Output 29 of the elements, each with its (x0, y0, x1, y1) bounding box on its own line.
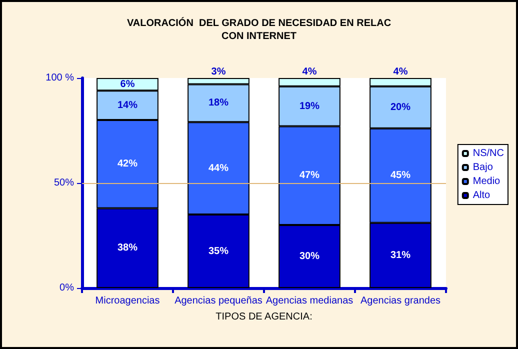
data-label: 18% (208, 98, 229, 109)
legend-label: Medio (472, 176, 501, 187)
data-label: 4% (302, 66, 317, 78)
data-label: 20% (390, 102, 411, 113)
data-label: 19% (299, 100, 320, 112)
data-label: 47% (299, 170, 320, 182)
x-axis-title: TIPOS DE AGENCIA: (216, 312, 312, 322)
data-label: 38% (117, 242, 138, 254)
data-label: 42% (117, 158, 138, 170)
data-label: 45% (390, 170, 411, 182)
x-tick-label: Agencias pequeñas (174, 296, 262, 306)
x-tick-label: Agencias medianas (266, 296, 354, 306)
y-tick-label: 100 % (46, 72, 74, 84)
y-tick-label: 0% (60, 282, 74, 294)
data-label: 6% (120, 78, 135, 90)
data-label: 4% (393, 66, 408, 78)
data-label: 35% (208, 246, 229, 257)
data-label: 30% (299, 251, 320, 262)
data-label: 14% (117, 100, 138, 111)
legend-label: Alto (472, 190, 491, 201)
legend-label: NS/NC (472, 148, 504, 159)
y-tick-label: 50% (54, 178, 74, 188)
x-tick-label: Agencias grandes (360, 296, 441, 306)
legend-label: Bajo (472, 162, 494, 173)
x-tick-label: Microagencias (95, 296, 160, 306)
data-label: 44% (208, 162, 229, 174)
data-label: 31% (390, 250, 411, 261)
chart-title: VALORACIÓN DEL GRADO DE NECESIDAD EN RELAC CON INTERNET (126, 17, 392, 42)
data-label: 3% (211, 66, 226, 78)
